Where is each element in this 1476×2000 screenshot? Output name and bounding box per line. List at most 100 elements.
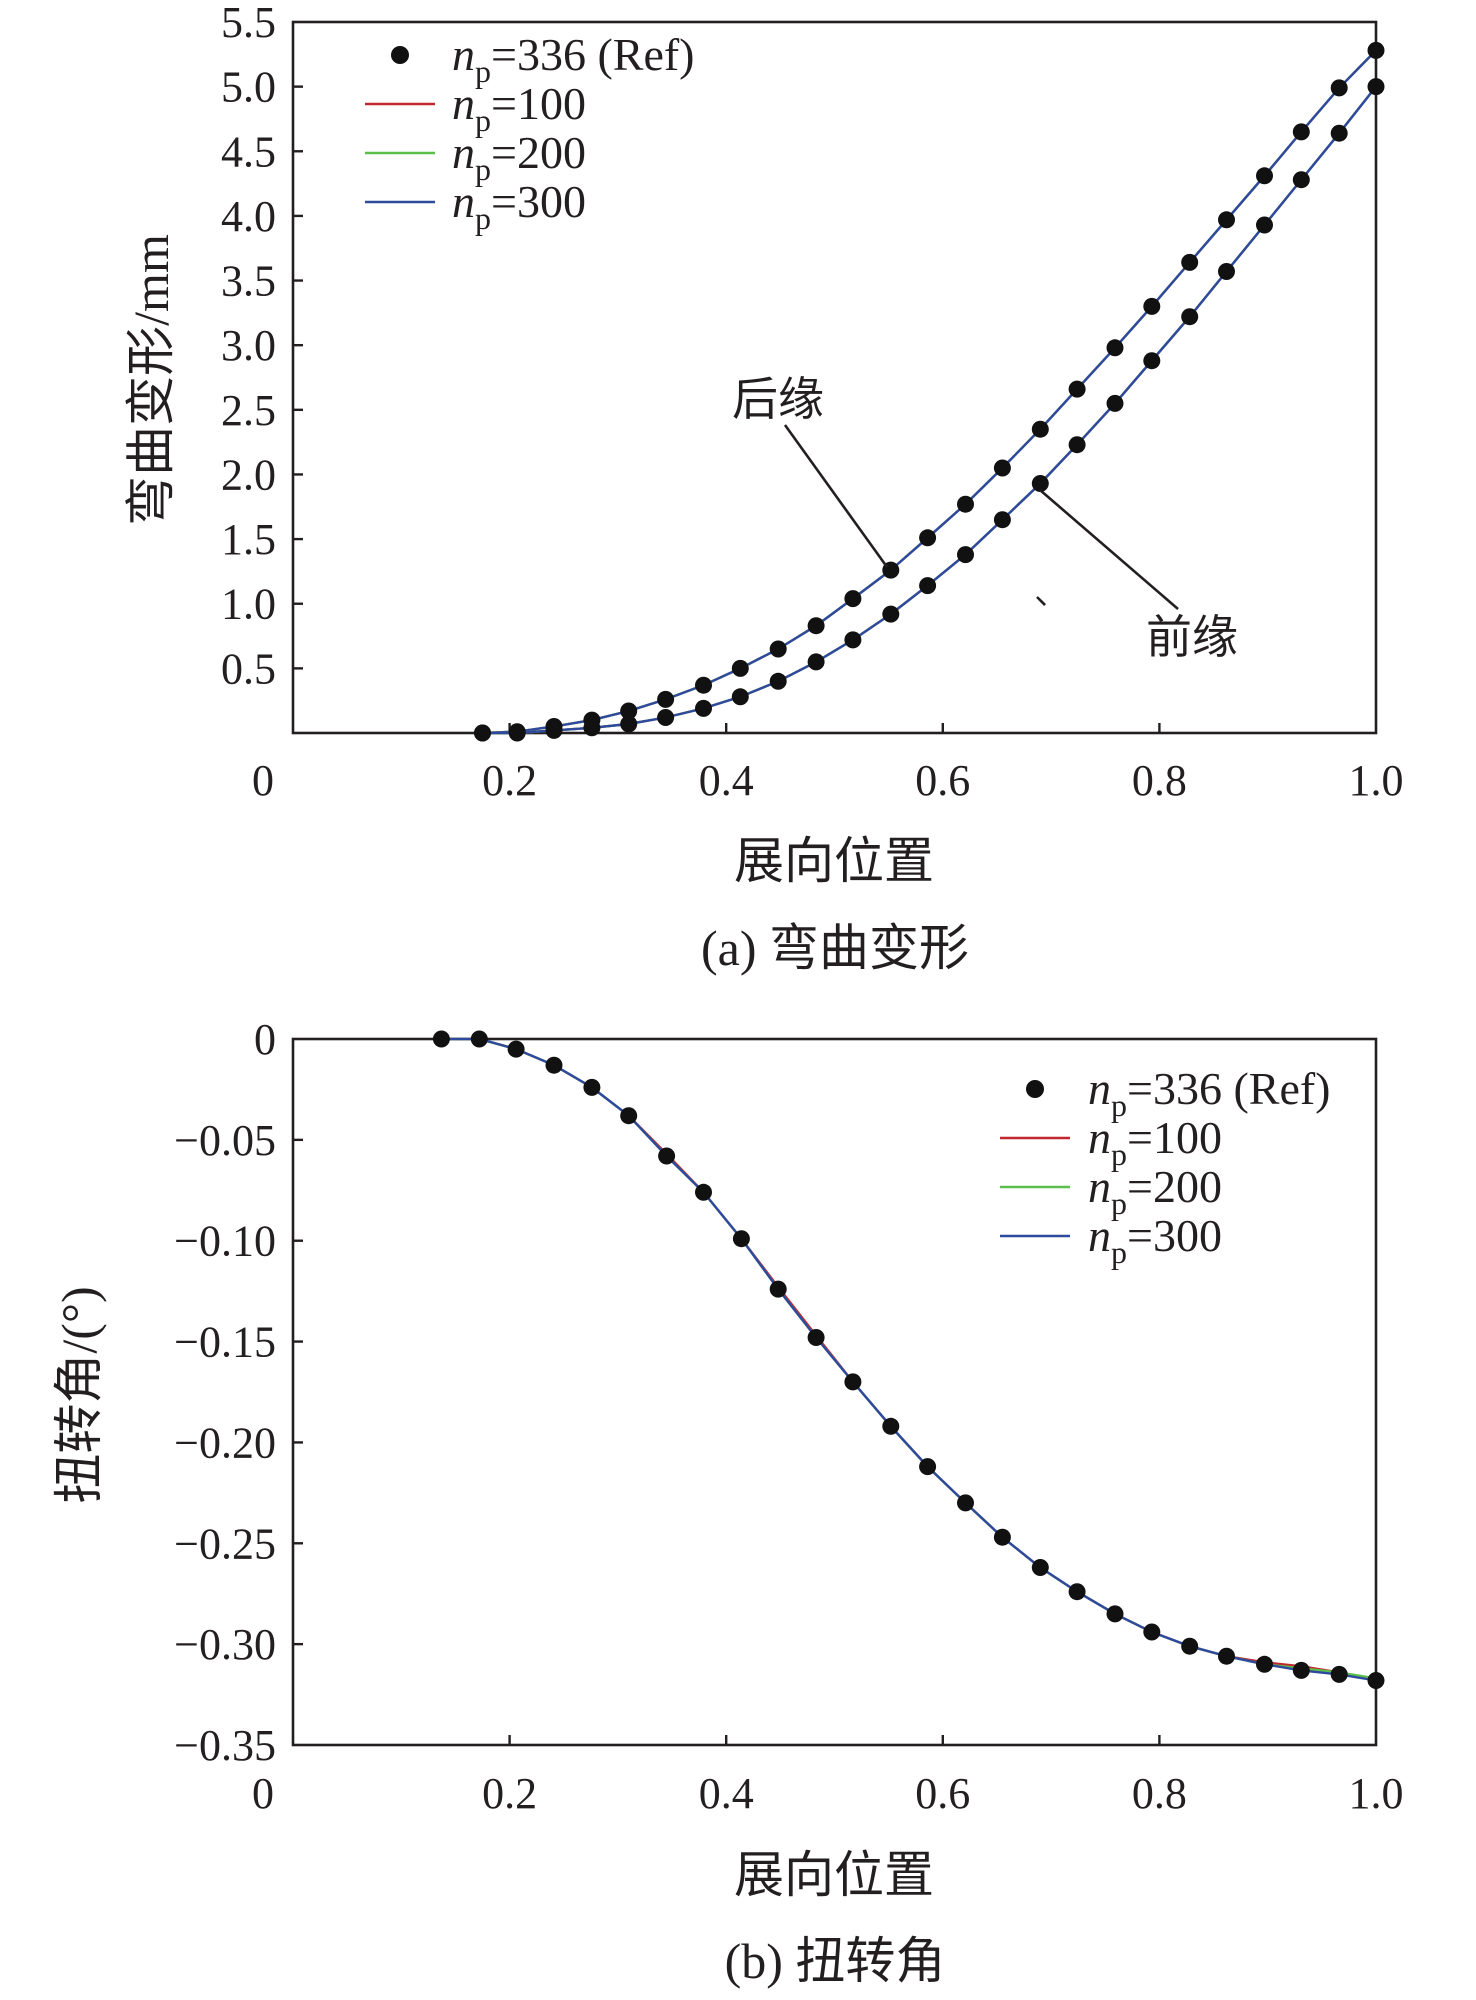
data-point <box>731 688 749 706</box>
data-point <box>1292 1661 1310 1679</box>
data-point <box>695 699 712 717</box>
legend-label: np=336 (Ref) <box>1088 1063 1331 1123</box>
x-tick-label: 0.2 <box>482 756 537 805</box>
y-tick-label: 1.5 <box>221 515 276 564</box>
marker-group-b <box>432 1030 1385 1689</box>
data-point <box>545 1056 563 1074</box>
data-point <box>807 617 825 635</box>
y-axis-title-a: 弯曲变形/mm <box>123 234 179 526</box>
x-tick-label: 0 <box>252 756 274 805</box>
data-point <box>919 577 937 595</box>
y-tick-label: 3.5 <box>221 257 276 306</box>
data-point <box>1256 1655 1273 1673</box>
legend-label: np=300 <box>1088 1210 1222 1270</box>
legend-label: np=200 <box>1088 1161 1222 1221</box>
data-point <box>1367 41 1385 59</box>
data-point <box>769 1280 787 1298</box>
data-point <box>1106 1605 1124 1623</box>
caption-b: (b) 扭转角 <box>725 1933 946 1989</box>
data-point <box>432 1030 450 1048</box>
legend-marker <box>1026 1080 1044 1098</box>
x-tick-label: 0.6 <box>915 1769 970 1818</box>
annotation-leader-leading <box>1039 489 1179 610</box>
data-point <box>957 1494 974 1512</box>
data-point <box>1143 297 1161 315</box>
data-point <box>620 702 638 720</box>
data-point <box>882 1417 900 1435</box>
data-point <box>919 529 937 547</box>
plot-frame-a <box>291 20 1378 735</box>
annotation-leader-trailing <box>783 424 889 568</box>
data-point <box>1031 475 1049 492</box>
data-point <box>993 1528 1011 1546</box>
x-tick-label: 0.6 <box>915 756 970 805</box>
data-point <box>1218 1647 1235 1665</box>
data-point <box>1181 253 1199 271</box>
x-axis-title-a: 展向位置 <box>734 833 934 889</box>
data-point <box>1181 1637 1199 1655</box>
data-point <box>474 724 491 742</box>
legend-label: np=100 <box>452 78 586 138</box>
data-point <box>545 721 563 739</box>
data-point <box>1330 1665 1348 1683</box>
y-tick-label: 3.0 <box>221 321 276 370</box>
data-point <box>957 546 974 564</box>
data-point <box>658 1147 676 1165</box>
data-point <box>807 653 825 671</box>
data-point <box>1068 436 1086 454</box>
data-point <box>769 640 787 658</box>
annotation-trailing-edge: 后缘 <box>732 374 824 425</box>
data-point <box>620 715 638 733</box>
data-point <box>1106 339 1124 357</box>
data-point <box>1256 216 1273 234</box>
data-point <box>620 1107 638 1125</box>
data-point <box>657 690 675 708</box>
annotation-leading-edge: 前缘 <box>1146 612 1238 663</box>
panel-b-twist: 0 0.2 0.4 0.6 0.8 1.0 0 −0.05 −0.10 −0.15 −0.20 −0.… <box>51 1015 1404 1989</box>
data-point <box>919 1458 937 1476</box>
data-point <box>507 1040 525 1058</box>
marker-group-a <box>474 41 1385 742</box>
legend-label: np=100 <box>1088 1112 1222 1172</box>
y-axis-title-b: 扭转角/(°) <box>51 1286 107 1503</box>
y-tick-label: 5.5 <box>221 0 276 47</box>
data-point <box>695 1183 712 1201</box>
annotation-leader-leading-tail <box>1040 600 1046 606</box>
y-tick-label: 2.0 <box>221 450 276 499</box>
y-tick-label: −0.10 <box>174 1217 276 1266</box>
data-point <box>1143 1623 1161 1641</box>
data-point <box>583 1078 601 1096</box>
data-point <box>993 511 1011 529</box>
y-tick-label: 0 <box>254 1015 276 1064</box>
data-point <box>1031 1559 1049 1576</box>
x-tick-label: 0.2 <box>482 1769 537 1818</box>
y-tick-label: −0.25 <box>174 1519 276 1568</box>
data-point <box>1106 394 1124 412</box>
data-point <box>657 709 675 726</box>
x-tick-label: 1.0 <box>1349 756 1404 805</box>
y-tick-label: 2.5 <box>221 386 276 435</box>
x-tick-label: 0 <box>252 1769 274 1818</box>
data-point <box>957 495 974 513</box>
x-tick-label: 0.4 <box>699 756 754 805</box>
data-point <box>844 631 862 649</box>
data-point <box>583 719 601 737</box>
y-tick-label: −0.05 <box>174 1116 276 1165</box>
caption-a: (a) 弯曲变形 <box>701 920 969 976</box>
data-point <box>769 672 787 690</box>
data-point <box>1330 124 1348 142</box>
data-point <box>508 724 526 742</box>
data-point <box>1367 78 1385 96</box>
data-point <box>732 1230 750 1248</box>
axis-ticks-b: 0 0.2 0.4 0.6 0.8 1.0 0 −0.05 −0.10 −0.15 −0.20 −0.… <box>174 1015 1403 1818</box>
legend-label: np=300 <box>452 176 586 236</box>
data-point <box>731 659 749 677</box>
data-point <box>1367 1672 1385 1689</box>
y-tick-label: −0.30 <box>174 1620 276 1669</box>
data-point <box>1181 308 1199 326</box>
data-point <box>993 459 1011 477</box>
data-point <box>1068 1583 1086 1601</box>
data-point <box>1218 211 1235 229</box>
